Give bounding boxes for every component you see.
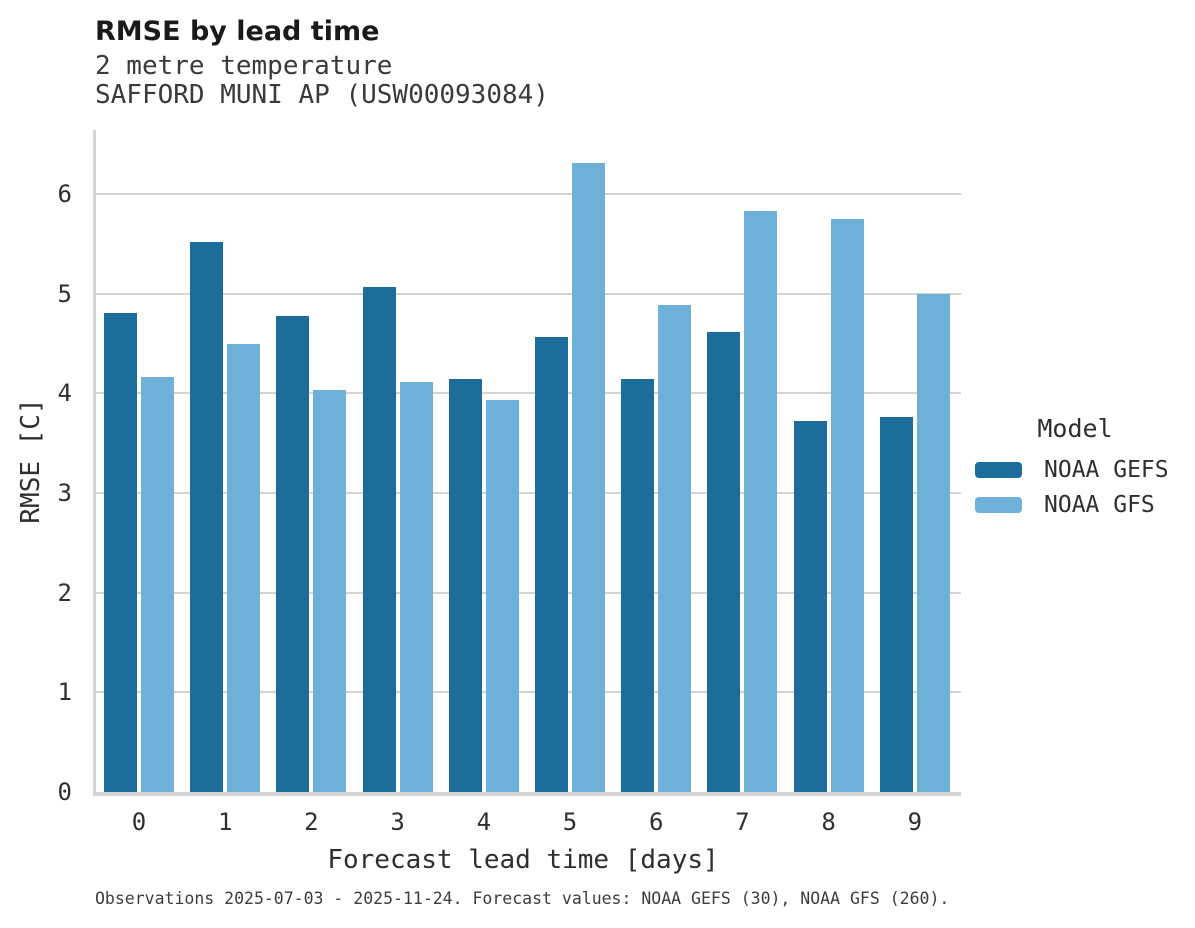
bar-noaa-gfs-lead-9 — [916, 293, 950, 792]
x-tick-label-7: 7 — [735, 808, 750, 836]
bar-noaa-gfs-lead-3 — [399, 382, 433, 792]
gridline-y-1 — [96, 691, 961, 694]
bar-noaa-gefs-lead-8 — [793, 421, 827, 792]
bar-noaa-gefs-lead-0 — [104, 313, 137, 792]
y-tick-label-0: 0 — [57, 778, 72, 806]
footer-note: Observations 2025-07-03 - 2025-11-24. Fo… — [95, 889, 950, 908]
y-tick-label-6: 6 — [57, 179, 72, 208]
y-tick-label-3: 3 — [57, 478, 72, 507]
bar-noaa-gefs-lead-6 — [621, 379, 655, 792]
bar-noaa-gfs-lead-8 — [830, 218, 864, 792]
chart-subtitle-variable: 2 metre temperature — [95, 51, 393, 81]
y-tick-label-1: 1 — [57, 678, 72, 707]
x-tick-label-2: 2 — [304, 808, 319, 836]
legend: Model NOAA GEFS NOAA GFS — [975, 414, 1185, 527]
x-tick-label-1: 1 — [217, 808, 233, 836]
bar-noaa-gefs-lead-1 — [190, 241, 224, 792]
chart-subtitle-station: SAFFORD MUNI AP (USW00093084) — [95, 80, 549, 110]
x-tick-label-6: 6 — [648, 808, 664, 836]
bar-noaa-gfs-lead-7 — [744, 210, 778, 792]
x-tick-label-3: 3 — [390, 808, 405, 836]
chart-title: RMSE by lead time — [95, 16, 380, 47]
bar-noaa-gfs-lead-6 — [658, 305, 692, 792]
bar-noaa-gfs-lead-4 — [485, 400, 519, 792]
bar-noaa-gefs-lead-4 — [448, 379, 482, 792]
x-tick-label-8: 8 — [821, 808, 836, 836]
legend-swatch-noaa-gfs — [975, 497, 1022, 513]
bar-noaa-gefs-lead-2 — [276, 316, 310, 792]
legend-swatch-noaa-gefs — [975, 462, 1022, 478]
gridline-y-6 — [96, 192, 961, 195]
bar-noaa-gfs-lead-1 — [227, 344, 261, 792]
plot-area — [93, 130, 961, 796]
x-axis-title: Forecast lead time [days] — [327, 845, 719, 875]
bar-noaa-gfs-lead-0 — [141, 377, 174, 792]
bar-noaa-gefs-lead-3 — [362, 286, 396, 792]
gridline-y-5 — [96, 292, 961, 295]
legend-title: Model — [1037, 414, 1113, 443]
x-tick-label-4: 4 — [476, 808, 492, 836]
legend-rows: NOAA GEFS NOAA GFS — [975, 457, 1185, 518]
bar-noaa-gfs-lead-2 — [313, 390, 347, 792]
legend-entry-noaa-gefs: NOAA GEFS — [975, 457, 1185, 483]
y-tick-label-4: 4 — [57, 379, 72, 408]
x-tick-label-5: 5 — [562, 808, 578, 836]
gridline-y-3 — [96, 491, 961, 494]
legend-label-noaa-gfs: NOAA GFS — [1044, 492, 1155, 518]
gridline-y-2 — [96, 591, 961, 594]
bar-noaa-gefs-lead-7 — [707, 332, 741, 792]
bar-noaa-gfs-lead-5 — [572, 162, 605, 792]
x-tick-label-9: 9 — [907, 808, 923, 836]
x-tick-label-0: 0 — [131, 808, 147, 836]
y-tick-label-5: 5 — [57, 279, 72, 308]
bar-noaa-gefs-lead-5 — [535, 337, 568, 792]
legend-entry-noaa-gfs: NOAA GFS — [975, 492, 1185, 518]
bar-noaa-gefs-lead-9 — [879, 417, 913, 792]
gridline-y-4 — [96, 392, 961, 395]
legend-label-noaa-gefs: NOAA GEFS — [1044, 457, 1169, 483]
y-tick-label-2: 2 — [57, 578, 72, 607]
